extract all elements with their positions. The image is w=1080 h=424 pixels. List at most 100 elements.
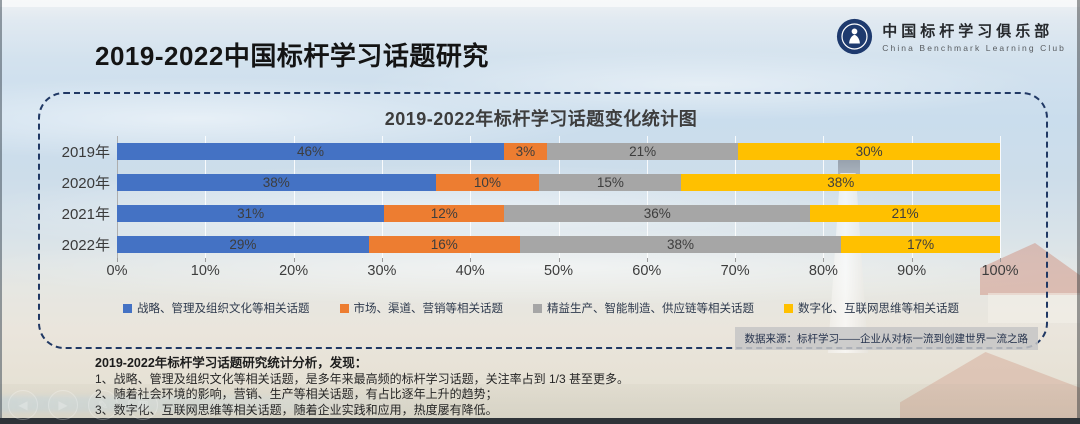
gridline	[646, 136, 648, 258]
bar-value-label: 15%	[596, 175, 624, 190]
bar-value-label: 38%	[827, 175, 855, 190]
previous-button[interactable]: ◀	[8, 390, 38, 420]
bar-value-label: 38%	[262, 175, 290, 190]
bar-segment: 29%	[117, 236, 369, 253]
chart-row: 2021年 31% 12% 36% 21%	[48, 198, 1000, 229]
legend-swatch	[533, 303, 542, 313]
chart-rows: 2019年 46% 3% 21% 30% 2020年 38% 10% 15% 38% 2021年 31…	[48, 136, 1001, 260]
gridline	[381, 136, 383, 258]
x-tick-label: 0%	[106, 263, 128, 279]
legend-swatch	[339, 303, 349, 313]
gridline	[293, 136, 295, 258]
bar-segment: 38%	[681, 174, 1000, 191]
gridline	[1000, 136, 1001, 258]
y-axis-line	[117, 136, 118, 258]
x-tick	[646, 258, 648, 262]
x-tick	[117, 258, 118, 262]
bar-segment: 38%	[117, 174, 436, 191]
legend-label: 战略、管理及组织文化等相关话题	[137, 303, 310, 315]
x-tick	[911, 258, 913, 262]
analysis-block: 2019-2022年标杆学习话题研究统计分析，发现： 1、战略、管理及组织文化等…	[95, 356, 629, 418]
top-edge	[0, 0, 1080, 7]
x-tick-label: 20%	[279, 263, 309, 279]
chart-row: 2020年 38% 10% 15% 38%	[48, 167, 1000, 198]
gridline	[470, 136, 472, 258]
club-logo-icon	[836, 18, 873, 55]
legend-label: 市场、渠道、营销等相关话题	[353, 303, 504, 315]
bar-segment: 12%	[384, 205, 505, 222]
x-tick	[1000, 258, 1001, 262]
bar-segment: 21%	[810, 205, 1000, 222]
bar-segment: 21%	[546, 143, 739, 160]
gridline	[735, 136, 737, 258]
house-wall	[988, 293, 1080, 323]
bar-value-label: 17%	[907, 237, 935, 252]
data-source-note: 数据来源：标杆学习——企业从对标一流到创建世界一流之路	[734, 327, 1038, 350]
left-edge	[0, 0, 2, 424]
x-tick-label: 100%	[981, 263, 1019, 279]
page-title: 2019-2022中国标杆学习话题研究	[95, 41, 489, 71]
x-tick	[823, 258, 825, 262]
stacked-bar: 31% 12% 36% 21%	[117, 205, 1000, 222]
bar-segment: 31%	[117, 205, 385, 222]
chart-panel-border	[38, 92, 1048, 349]
legend-swatch	[123, 303, 132, 313]
legend-item: 数字化、互联网思维等相关话题	[784, 300, 959, 316]
x-tick-label: 70%	[720, 263, 750, 279]
x-tick	[205, 258, 207, 262]
x-tick	[381, 258, 383, 262]
chart-row: 2019年 46% 3% 21% 30%	[48, 136, 1000, 167]
bar-value-label: 21%	[629, 144, 657, 159]
x-axis-ticks	[117, 258, 1001, 262]
analysis-point: 3、数字化、互联网思维等相关话题，随着企业实践和应用，热度屡有降低。	[95, 402, 498, 417]
ground-rocks	[0, 384, 1080, 418]
year-label: 2019年	[61, 144, 110, 161]
x-tick-label: 30%	[367, 263, 397, 279]
bar-segment: 36%	[504, 205, 811, 222]
bar-value-label: 29%	[229, 237, 257, 252]
analysis-point: 1、战略、管理及组织文化等相关话题，是多年来最高频的标杆学习话题，关注率占到 1…	[95, 371, 630, 386]
bar-value-label: 3%	[515, 144, 536, 159]
chart-row: 2022年 29% 16% 38% 17%	[48, 229, 1001, 260]
chart-title: 2019-2022年标杆学习话题变化统计图	[384, 109, 698, 129]
x-tick-label: 10%	[190, 263, 220, 279]
x-tick-label: 60%	[632, 263, 662, 279]
right-edge	[1077, 0, 1080, 424]
chart-legend: 战略、管理及组织文化等相关话题 市场、渠道、营销等相关话题 精益生产、智能制造、供应…	[38, 300, 1044, 316]
bar-segment: 38%	[519, 236, 842, 253]
x-tick-label: 40%	[455, 263, 485, 279]
legend-item: 战略、管理及组织文化等相关话题	[123, 300, 310, 316]
bar-segment: 15%	[539, 174, 682, 191]
legend-item: 市场、渠道、营销等相关话题	[339, 300, 504, 316]
bar-value-label: 46%	[296, 144, 324, 159]
gridline	[911, 136, 913, 258]
bar-value-label: 16%	[430, 237, 458, 252]
bar-segment: 16%	[368, 236, 520, 253]
x-axis-labels: 0% 10% 20% 30% 40% 50% 60% 70% 80% 90% 100%	[107, 263, 1019, 281]
year-label: 2020年	[61, 175, 110, 192]
bar-segment: 46%	[117, 143, 504, 160]
bar-value-label: 21%	[891, 206, 919, 221]
x-tick-label: 50%	[543, 263, 574, 279]
gridline	[558, 136, 560, 258]
next-button[interactable]: ▶	[48, 390, 78, 420]
bar-segment: 30%	[738, 143, 1000, 160]
x-tick	[735, 258, 737, 262]
bar-value-label: 38%	[666, 237, 695, 252]
stacked-bar: 46% 3% 21% 30%	[117, 143, 1000, 160]
year-label: 2021年	[61, 206, 110, 223]
year-label: 2022年	[61, 237, 110, 254]
bar-value-label: 30%	[855, 144, 883, 159]
bar-value-label: 36%	[643, 206, 671, 221]
stacked-bar: 38% 10% 15% 38%	[117, 174, 1000, 191]
bar-value-label: 31%	[237, 206, 265, 221]
club-logo-text: 中国标杆学习俱乐部 China Benchmark Learning Club	[882, 20, 1066, 53]
stacked-bar: 29% 16% 38% 17%	[117, 236, 1001, 253]
club-logo: 中国标杆学习俱乐部 China Benchmark Learning Club	[836, 18, 1066, 55]
club-name-cn: 中国标杆学习俱乐部	[882, 23, 1054, 40]
analysis-point: 2、随着社会环境的影响，营销、生产等相关话题，有占比逐年上升的趋势；	[95, 387, 498, 401]
bar-segment: 10%	[435, 174, 540, 191]
grid-button[interactable]: ▦	[128, 390, 158, 420]
pen-button[interactable]: ✎	[88, 390, 118, 420]
analysis-heading: 2019-2022年标杆学习话题研究统计分析，发现：	[95, 356, 368, 370]
